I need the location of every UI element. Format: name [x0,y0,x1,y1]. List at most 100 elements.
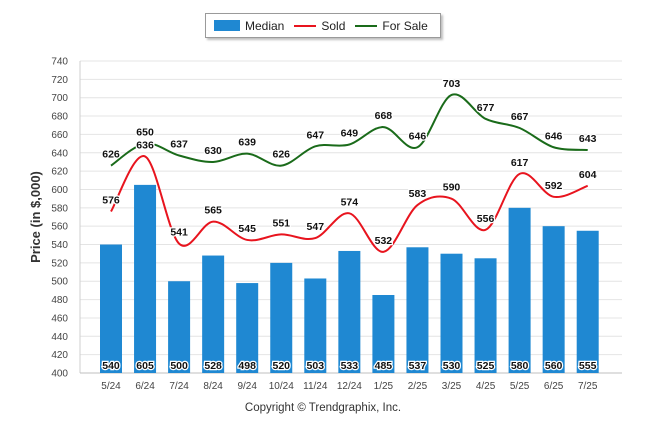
x-tick-label: 9/24 [237,381,257,392]
forsale-value-label: 626 [272,149,290,161]
sold-value-label: 604 [579,169,597,181]
y-tick-label: 680 [51,112,68,123]
y-tick-label: 660 [51,130,68,141]
bar-median [100,244,122,373]
forsale-value-label: 639 [238,137,256,149]
sold-value-label: 617 [511,157,529,169]
bar-value-label: 485 [375,360,393,372]
forsale-value-label: 630 [204,145,222,157]
x-tick-label: 12/24 [337,381,362,392]
bar-value-label: 528 [204,360,222,372]
y-tick-label: 720 [51,75,68,86]
bar-value-label: 530 [443,360,461,372]
bar-median [270,262,293,373]
bar-median [168,281,191,373]
y-tick-label: 700 [51,93,68,104]
sold-value-label: 590 [443,182,461,194]
bar-value-label: 537 [409,360,427,372]
bar-median [304,278,327,373]
bar-median [542,226,565,373]
forsale-value-label: 647 [307,129,325,141]
forsale-value-label: 643 [579,133,597,145]
y-tick-label: 500 [51,277,68,288]
x-tick-label: 10/24 [269,381,294,392]
bar-median [576,230,599,373]
legend-item-sold: Sold [294,19,345,33]
bar-value-label: 605 [136,360,154,372]
sold-value-label: 636 [136,139,154,151]
x-tick-label: 8/24 [203,381,223,392]
bar-value-label: 533 [341,360,359,372]
y-tick-label: 480 [51,295,68,306]
legend-item-forsale: For Sale [355,19,428,33]
bar-median [440,253,463,373]
sold-value-label: 547 [307,221,325,233]
y-tick-label: 640 [51,148,68,159]
x-tick-label: 11/24 [303,381,328,392]
legend-swatch-sold [294,24,317,27]
bar-value-label: 580 [511,360,529,372]
sold-value-label: 545 [238,223,256,235]
bar-median [372,295,395,373]
forsale-value-label: 650 [136,127,154,139]
line-forsale [110,93,588,167]
x-tick-label: 3/25 [442,381,462,392]
sold-value-label: 532 [375,235,393,247]
x-tick-label: 7/24 [169,381,189,392]
legend-label-sold: Sold [321,18,346,33]
sold-value-label: 551 [272,217,290,229]
sold-value-label: 576 [102,194,120,206]
bar-value-label: 540 [102,360,120,372]
y-tick-label: 400 [51,369,68,380]
bar-value-label: 525 [477,360,495,372]
y-axis-label: Price (in $,000) [28,171,43,263]
bar-median [236,283,259,373]
bar-median [406,247,429,373]
forsale-value-label: 637 [170,139,188,151]
x-tick-label: 2/25 [408,381,428,392]
sold-value-label: 583 [409,188,427,200]
forsale-value-label: 668 [375,110,393,122]
sold-value-label: 556 [477,213,495,225]
y-tick-label: 580 [51,203,68,214]
bar-value-label: 500 [170,360,188,372]
y-tick-label: 620 [51,167,68,178]
x-tick-label: 5/25 [510,381,530,392]
chart-legend: Median Sold For Sale [205,13,441,38]
copyright-text: Copyright © Trendgraphix, Inc. [244,402,402,414]
forsale-value-label: 646 [409,130,427,142]
y-tick-label: 600 [51,185,68,196]
x-tick-label: 5/24 [101,381,121,392]
forsale-value-label: 677 [477,102,495,114]
sold-value-label: 565 [204,205,222,217]
bar-median [134,184,157,373]
bar-value-label: 560 [545,360,563,372]
x-tick-label: 7/25 [578,381,598,392]
sold-value-label: 541 [170,227,188,239]
y-tick-label: 740 [51,57,68,68]
bar-median [508,207,531,373]
y-tick-label: 540 [51,240,68,251]
sold-value-label: 574 [341,196,359,208]
bar-median [338,250,361,373]
forsale-value-label: 649 [341,128,359,140]
y-tick-label: 440 [51,332,68,343]
bar-value-label: 555 [579,360,597,372]
legend-item-median: Median [214,19,284,33]
sold-value-label: 592 [545,180,563,192]
forsale-value-label: 703 [443,78,461,90]
forsale-value-label: 646 [545,130,563,142]
x-tick-label: 6/24 [135,381,155,392]
y-tick-label: 460 [51,313,68,324]
x-tick-label: 6/25 [544,381,564,392]
legend-swatch-forsale [355,24,378,27]
legend-swatch-median [214,20,240,31]
forsale-value-label: 667 [511,111,529,123]
bar-value-label: 520 [272,360,290,372]
y-tick-label: 560 [51,222,68,233]
forsale-value-label: 626 [102,149,120,161]
legend-label-median: Median [245,18,285,33]
bar-value-label: 503 [307,360,325,372]
line-sold [110,155,589,253]
bar-value-label: 498 [238,360,256,372]
